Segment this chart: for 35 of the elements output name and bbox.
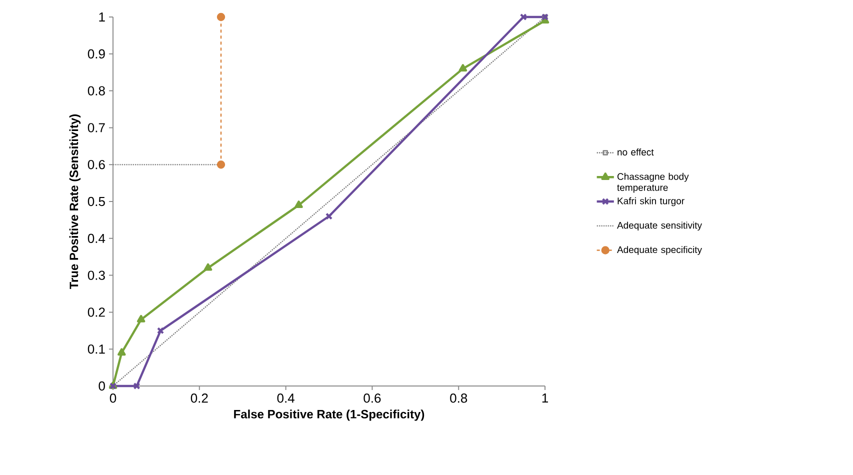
y-tick-label: 0.6 [88, 160, 105, 170]
point [216, 12, 226, 22]
legend-label: no effect [618, 148, 654, 156]
x-tick-label: 0 [110, 394, 116, 403]
y-tick-label: 0.3 [88, 270, 105, 280]
point [136, 314, 146, 322]
x-tick-label: 0.2 [190, 394, 208, 403]
point [118, 348, 126, 356]
x-tick-label: 0.4 [277, 394, 294, 403]
y-tick-label: 0.5 [88, 196, 105, 206]
y-axis-title: True Positive Rate (Sensitivity) [69, 114, 81, 290]
y-tick-label: 0.9 [88, 49, 105, 59]
point [216, 160, 226, 169]
legend-label: Adequate specificity [617, 246, 702, 255]
point [156, 327, 164, 334]
point [325, 212, 333, 220]
legend-label: Kafri skin turgor [618, 197, 684, 206]
x-tick-label: 0.8 [450, 394, 468, 403]
point [458, 64, 468, 72]
y-tick-label: 0.4 [88, 234, 106, 244]
y-tick-label: 0.2 [88, 308, 105, 317]
y-tick-label: 0 [98, 381, 105, 391]
point [133, 382, 140, 390]
x-tick-label: 1 [542, 394, 548, 402]
legend-label: Adequate sensitivity [617, 222, 702, 231]
y-tick-label: 0.7 [88, 123, 105, 132]
y-tick-label: 0.1 [88, 344, 105, 354]
y-tick-label: 1 [99, 12, 105, 22]
point [204, 263, 212, 271]
y-tick-label: 0.8 [88, 86, 105, 96]
x-tick-label: 0.6 [364, 394, 381, 403]
point [520, 13, 527, 21]
point [294, 200, 303, 208]
x-axis-title: False Positive Rate (1-Specificity) [234, 410, 424, 421]
legend-label: Chassagne body temperature [617, 172, 689, 193]
